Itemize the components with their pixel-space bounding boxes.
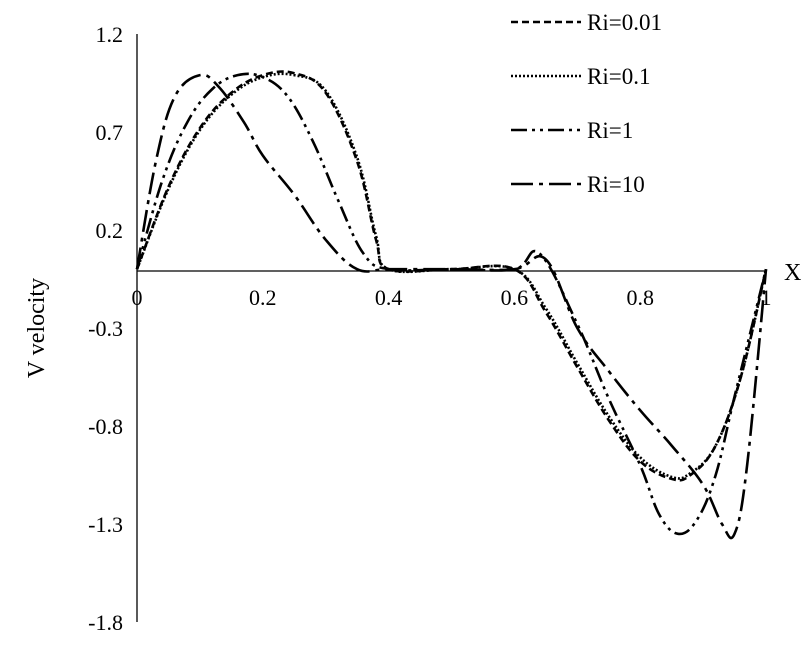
- legend-label-3: Ri=1: [587, 118, 633, 143]
- legend-label-4: Ri=10: [587, 172, 645, 197]
- series-lines: [135, 70, 768, 540]
- series-line-1: [135, 70, 768, 482]
- legend-label-1: Ri=0.01: [587, 10, 662, 35]
- tick-labels: 0 0.2 0.4 0.6 0.8 1 1.2 0.7 0.2 -0.3 -0.8 -1.3 -1.8: [88, 22, 771, 635]
- y-tick-label: -1.3: [88, 512, 123, 537]
- y-tick-label: -1.8: [88, 610, 123, 635]
- y-tick-label: 0.2: [96, 218, 124, 243]
- series-line-3: [135, 72, 768, 536]
- x-axis-title: X: [784, 260, 801, 286]
- y-tick-label: -0.8: [88, 414, 123, 439]
- x-tick-label: 0.8: [626, 285, 654, 310]
- y-tick-label: 1.2: [96, 22, 124, 47]
- series-line-2: [135, 72, 768, 480]
- legend: Ri=0.01 Ri=0.1 Ri=1 Ri=10: [511, 10, 662, 197]
- axes: [136, 34, 767, 622]
- y-tick-label: 0.7: [96, 120, 124, 145]
- x-tick-label: 0: [132, 285, 143, 310]
- x-tick-label: 1: [761, 285, 772, 310]
- y-tick-label: -0.3: [88, 316, 123, 341]
- legend-label-2: Ri=0.1: [587, 64, 650, 89]
- series-line-4: [135, 73, 768, 540]
- x-tick-label: 0.6: [501, 285, 529, 310]
- y-axis-title: V velocity: [24, 278, 50, 378]
- x-tick-label: 0.2: [249, 285, 277, 310]
- x-tick-label: 0.4: [375, 285, 403, 310]
